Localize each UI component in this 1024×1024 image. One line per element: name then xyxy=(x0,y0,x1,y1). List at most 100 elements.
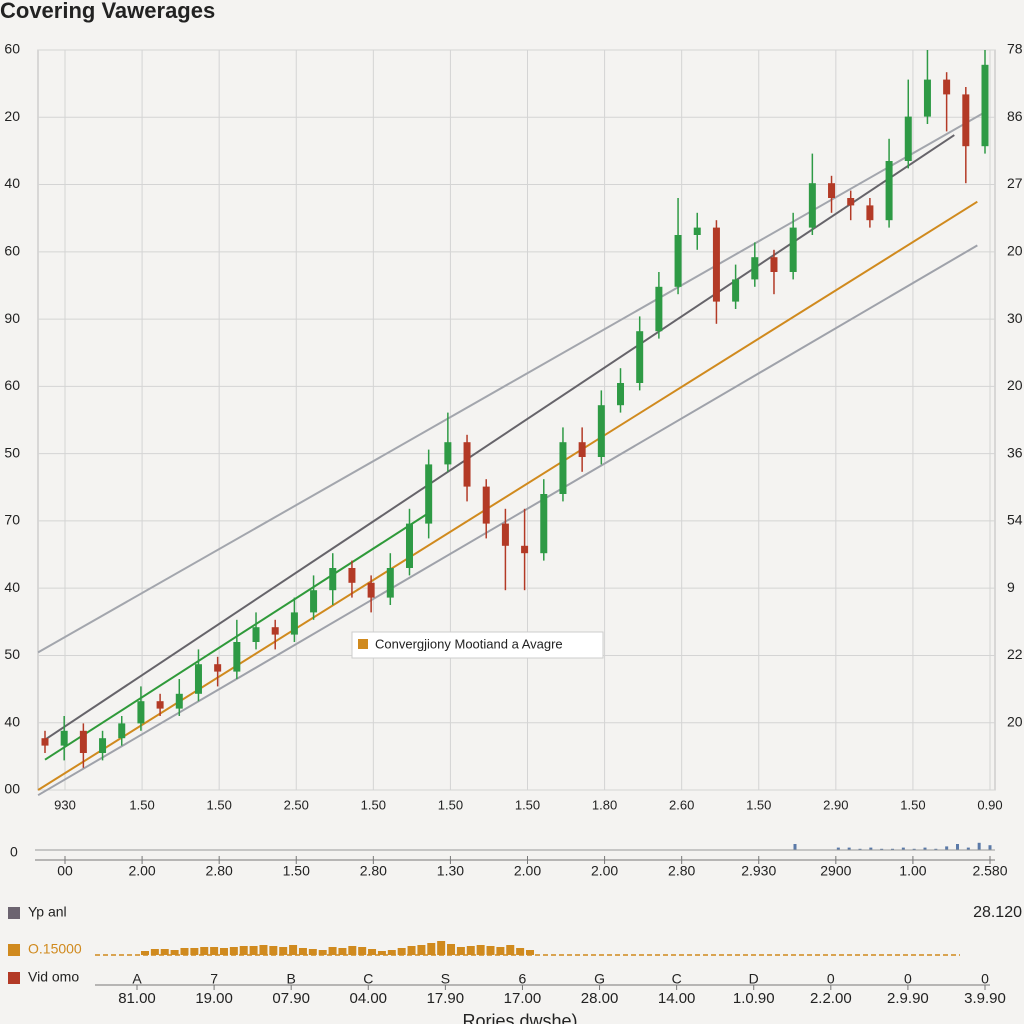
x-tick-label: A xyxy=(132,971,142,987)
y-tick-label: 40 xyxy=(4,579,20,595)
y2-tick-label: 20 xyxy=(1007,377,1023,393)
moving-average xyxy=(44,134,955,741)
x-value-label: 17.00 xyxy=(504,990,542,1007)
x-tick-label: 00 xyxy=(57,863,73,879)
x-tick-label: 1.50 xyxy=(746,797,771,812)
volume-bar xyxy=(269,946,278,955)
plot-frame xyxy=(37,49,996,791)
x-tick-label: C xyxy=(672,971,682,987)
volume-bar xyxy=(923,847,927,850)
x-tick-label: 2.00 xyxy=(128,863,155,879)
volume-bar xyxy=(966,847,970,850)
candle-body xyxy=(732,279,740,302)
x-tick-label: 1.30 xyxy=(437,863,464,879)
volume-bar xyxy=(387,950,396,955)
volume-bar xyxy=(956,844,959,850)
candle-body xyxy=(828,183,836,198)
legend-swatch xyxy=(358,639,368,649)
candle-body xyxy=(655,286,663,332)
x-tick-label: 1.50 xyxy=(438,797,463,812)
x-tick-label: 0 xyxy=(904,971,912,987)
volume-bar xyxy=(506,945,515,955)
candle-body xyxy=(425,464,433,524)
candle-body xyxy=(175,693,183,709)
candle-body xyxy=(981,64,989,147)
volume-bar xyxy=(945,846,949,850)
y2-tick-label: 54 xyxy=(1007,512,1023,528)
volume-bar xyxy=(977,842,981,850)
volume-bar xyxy=(447,944,456,955)
candle-body xyxy=(444,442,452,465)
volume-bar xyxy=(328,947,337,955)
chart-title: Covering Vawerages xyxy=(0,0,215,23)
x-tick-label: 2.930 xyxy=(741,863,776,879)
volume-bar xyxy=(308,949,317,955)
y-tick-label: 40 xyxy=(4,175,20,191)
right-label: 28.120 xyxy=(973,904,1022,921)
volume-bar xyxy=(901,847,905,850)
volume-bar xyxy=(847,847,851,850)
moving-average xyxy=(37,244,978,797)
volume-bar xyxy=(358,947,367,955)
x-tick-label: 2.80 xyxy=(206,863,233,879)
legend-swatch xyxy=(8,944,20,956)
volume-bar xyxy=(836,847,840,850)
candle-body xyxy=(693,227,701,235)
volume-bar xyxy=(338,948,347,955)
x-value-label: 04.00 xyxy=(349,990,387,1007)
volume-bar xyxy=(476,945,485,955)
candle-body xyxy=(789,227,797,272)
candle-body xyxy=(41,738,49,746)
x-tick-label: 7 xyxy=(210,971,218,987)
candle-body xyxy=(617,383,625,406)
volume-bar xyxy=(289,945,298,955)
volume-bar xyxy=(318,950,327,955)
y-tick-label: 50 xyxy=(4,646,20,662)
candle-body xyxy=(271,627,279,635)
x-value-label: 28.00 xyxy=(581,990,619,1007)
x-value-label: 1.0.90 xyxy=(733,990,775,1007)
x-tick-label: 6 xyxy=(519,971,527,987)
x-value-label: 19.00 xyxy=(195,990,233,1007)
x-axis-title: Rories dwshe) xyxy=(462,1011,577,1024)
legend-swatch xyxy=(8,907,20,919)
moving-average xyxy=(44,510,432,761)
candle-body xyxy=(194,664,202,694)
candle-body xyxy=(252,627,260,642)
volume-bar xyxy=(160,949,169,955)
candle-body xyxy=(866,205,874,221)
x-tick-label: 1.50 xyxy=(283,863,310,879)
moving-average xyxy=(37,200,978,791)
volume-bar xyxy=(298,948,307,955)
volume-bar xyxy=(912,848,916,850)
volume-bar xyxy=(180,948,189,955)
y-tick-label: 20 xyxy=(4,108,20,124)
x-value-label: 3.9.90 xyxy=(964,990,1006,1007)
volume-bar xyxy=(249,946,258,955)
volume-bar xyxy=(880,848,884,850)
x-tick-label: 1.50 xyxy=(515,797,540,812)
volume-bar xyxy=(348,946,357,955)
volume-bar xyxy=(437,941,446,955)
volume-bar xyxy=(417,945,426,955)
candle-body xyxy=(578,442,586,457)
volume-bar xyxy=(858,848,862,850)
y2-tick-label: 20 xyxy=(1007,243,1023,259)
volume-bar xyxy=(891,848,894,850)
candle-body xyxy=(118,723,126,739)
volume-bar xyxy=(793,844,797,850)
volume-bar xyxy=(279,947,288,955)
candle-body xyxy=(501,523,509,546)
candle-body xyxy=(923,79,931,117)
candle-body xyxy=(712,227,720,302)
volume-bar xyxy=(427,943,436,955)
candle-body xyxy=(290,612,298,635)
volume-bar xyxy=(934,848,938,850)
volume-bar xyxy=(368,949,377,955)
candle-body xyxy=(521,545,529,554)
candle-body xyxy=(770,257,778,272)
x-value-label: 14.00 xyxy=(658,990,696,1007)
y2-tick-label: 36 xyxy=(1007,444,1023,460)
volume-bar xyxy=(200,947,209,955)
candle-body xyxy=(310,590,318,613)
